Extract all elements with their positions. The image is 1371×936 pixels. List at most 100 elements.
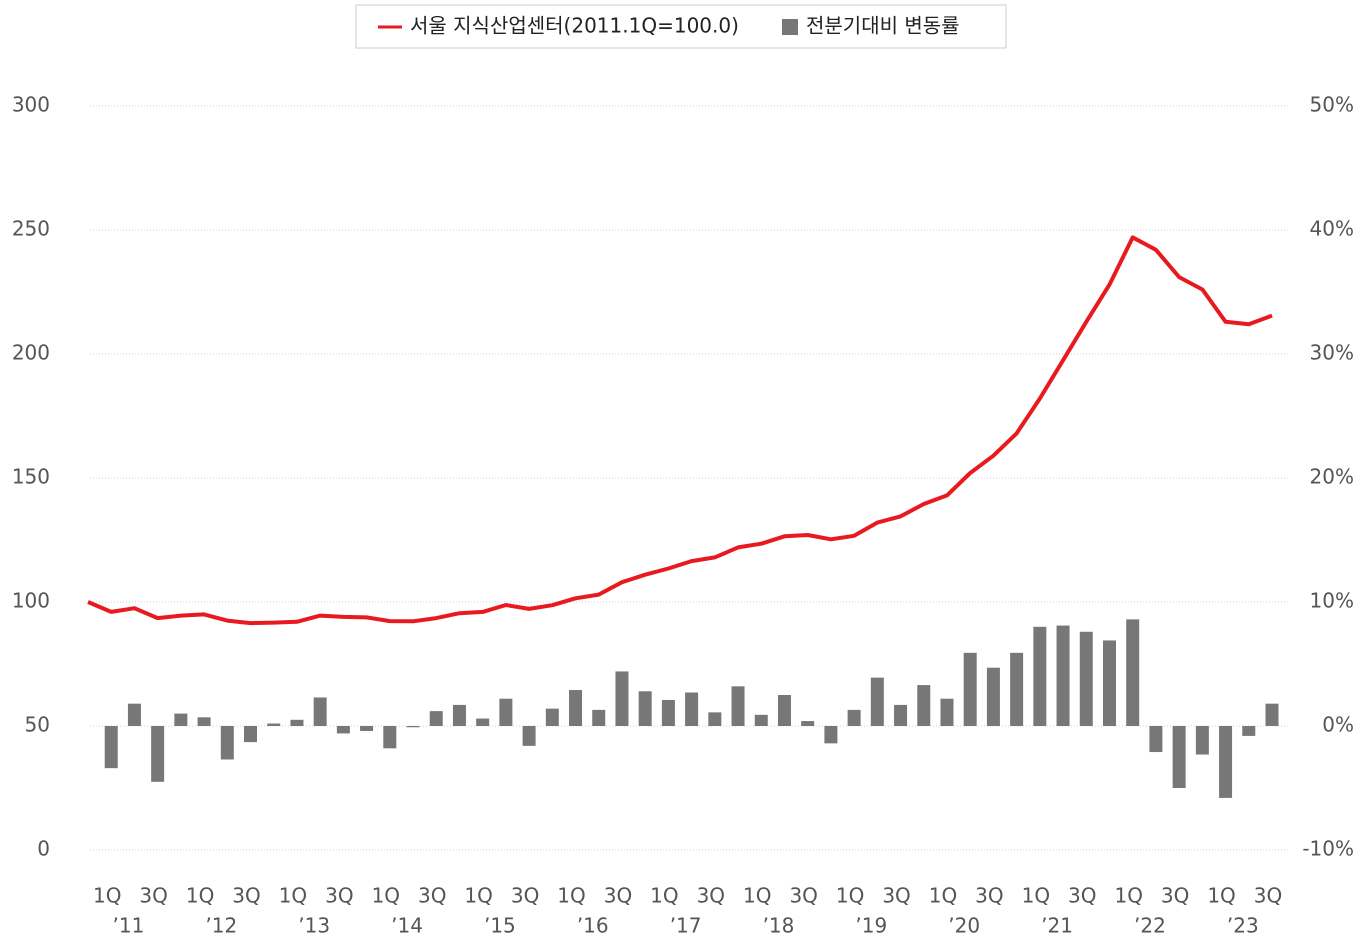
bar	[870, 677, 884, 726]
bar	[545, 708, 559, 726]
bar	[731, 686, 745, 726]
x-tick-label: 1Q	[464, 884, 492, 908]
bar	[824, 726, 838, 744]
year-label: ’18	[763, 914, 795, 936]
bar	[638, 691, 652, 726]
x-tick-label: 1Q	[743, 884, 771, 908]
line	[87, 235, 1273, 626]
legend-label: 서울 지식산업센터(2011.1Q=100.0)	[410, 14, 739, 38]
year-label: ’21	[1041, 914, 1073, 936]
y2-tick-label: 0%	[1322, 713, 1354, 737]
x-tick-label: 3Q	[1254, 884, 1282, 908]
bar	[963, 652, 977, 726]
bar	[1079, 631, 1093, 726]
bar	[847, 709, 861, 726]
bar	[499, 698, 513, 726]
bar	[336, 726, 350, 734]
x-tick-label: 1Q	[279, 884, 307, 908]
x-tick-label: 3Q	[697, 884, 725, 908]
bar	[1195, 726, 1209, 755]
bar	[1056, 625, 1070, 726]
y-tick-label: 0	[37, 837, 50, 861]
bar	[1172, 726, 1186, 788]
y-tick-label: 250	[12, 217, 50, 241]
bar	[1219, 726, 1233, 798]
x-tick-label: 3Q	[511, 884, 539, 908]
bar	[406, 726, 420, 728]
x-tick-label: 1Q	[836, 884, 864, 908]
year-label: ’13	[298, 914, 330, 936]
x-tick-label: 1Q	[1114, 884, 1142, 908]
x-tick-label: 1Q	[1022, 884, 1050, 908]
bar	[894, 704, 908, 726]
bar	[615, 671, 629, 726]
bar	[661, 699, 675, 726]
bar	[917, 685, 931, 726]
y2-tick-label: 30%	[1310, 341, 1354, 365]
x-tick-label: 1Q	[1207, 884, 1235, 908]
y2-tick-label: 50%	[1310, 93, 1354, 117]
bar	[104, 726, 118, 769]
year-label: ’22	[1134, 914, 1166, 936]
y-tick-label: 150	[12, 465, 50, 489]
x-tick-label: 1Q	[650, 884, 678, 908]
y-tick-label: 300	[12, 93, 50, 117]
bar	[267, 723, 281, 726]
bar	[1033, 626, 1047, 726]
x-tick-label: 1Q	[557, 884, 585, 908]
year-label: ’15	[484, 914, 516, 936]
bar	[569, 690, 583, 726]
bar	[452, 704, 466, 726]
x-tick-label: 3Q	[1068, 884, 1096, 908]
legend-swatch	[782, 19, 798, 35]
year-label: ’17	[670, 914, 702, 936]
legend: 서울 지식산업센터(2011.1Q=100.0) 전분기대비 변동률	[355, 4, 1007, 49]
year-label: ’16	[577, 914, 609, 936]
bar	[1010, 652, 1024, 726]
bar	[244, 726, 258, 743]
bar	[708, 712, 722, 726]
bar	[476, 718, 490, 726]
legend-label: 전분기대비 변동률	[806, 14, 960, 38]
bar	[1242, 726, 1256, 736]
year-label: ’20	[948, 914, 980, 936]
y2-tick-label: 40%	[1310, 217, 1354, 241]
year-label: ’11	[113, 914, 145, 936]
bar	[197, 717, 211, 726]
x-tick-label: 3Q	[604, 884, 632, 908]
bar	[1126, 619, 1140, 726]
bar	[1265, 703, 1279, 726]
bar	[1102, 640, 1116, 726]
legend-box	[355, 4, 1007, 49]
bar	[986, 667, 1000, 726]
y-tick-label: 200	[12, 341, 50, 365]
x-tick-label: 1Q	[372, 884, 400, 908]
x-tick-label: 3Q	[882, 884, 910, 908]
bar	[313, 697, 327, 726]
bar	[290, 719, 304, 726]
year-label: ’12	[205, 914, 237, 936]
bar	[777, 695, 791, 726]
bar	[383, 726, 397, 749]
x-tick-label: 1Q	[186, 884, 214, 908]
bar	[592, 709, 606, 726]
bar	[174, 713, 188, 726]
x-tick-label: 3Q	[232, 884, 260, 908]
x-tick-label: 3Q	[325, 884, 353, 908]
bar	[754, 714, 768, 726]
y2-tick-label: 20%	[1310, 465, 1354, 489]
bar	[151, 726, 165, 782]
x-tick-label: 1Q	[93, 884, 121, 908]
bar	[127, 703, 141, 726]
bar	[522, 726, 536, 746]
x-tick-label: 3Q	[789, 884, 817, 908]
y-tick-label: 50	[25, 713, 50, 737]
y2-tick-label: -10%	[1302, 837, 1354, 861]
x-tick-label: 3Q	[418, 884, 446, 908]
y2-tick-label: 10%	[1310, 589, 1354, 613]
x-tick-label: 1Q	[929, 884, 957, 908]
year-label: ’19	[855, 914, 887, 936]
bar	[360, 726, 374, 731]
bar	[220, 726, 234, 760]
